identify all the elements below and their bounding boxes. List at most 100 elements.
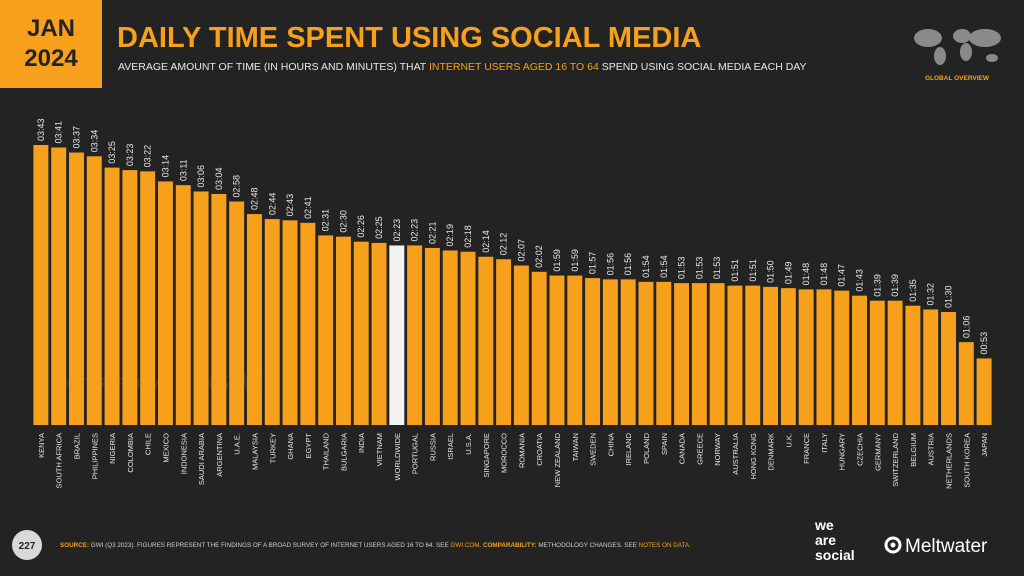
category-label: AUSTRALIA [731, 433, 740, 475]
value-label: 01:35 [908, 279, 918, 302]
category-label: SAUDI ARABIA [197, 433, 206, 485]
bar [442, 250, 458, 425]
category-label: SPAIN [660, 433, 669, 455]
value-label: 03:34 [89, 130, 99, 153]
value-label: 01:39 [872, 274, 882, 297]
bar [816, 289, 832, 425]
category-label: TAIWAN [571, 433, 580, 461]
value-label: 03:06 [196, 165, 206, 188]
category-label: EGYPT [304, 433, 313, 459]
category-label: GHANA [286, 433, 295, 460]
comparability-label: COMPARABILITY: [483, 542, 537, 549]
bar [798, 289, 814, 425]
comparability-text: METHODOLOGY CHANGES. SEE [538, 542, 637, 549]
value-label: 02:14 [481, 230, 491, 253]
category-label: ROMANIA [517, 433, 526, 468]
value-label: 03:11 [178, 159, 188, 181]
bar [727, 285, 743, 425]
value-label: 01:51 [748, 259, 758, 282]
bar [549, 275, 565, 425]
value-label: 02:31 [321, 209, 331, 232]
world-map-icon [914, 29, 1001, 65]
bar [905, 305, 921, 425]
value-label: 03:23 [125, 144, 135, 167]
value-label: 02:30 [338, 210, 348, 233]
category-label: VIETNAM [375, 433, 384, 466]
logo-text: Meltwater [905, 536, 988, 557]
value-label: 02:26 [356, 215, 366, 238]
category-label: SINGAPORE [482, 433, 491, 478]
bar [300, 222, 316, 425]
bar [567, 275, 583, 425]
bar [638, 281, 654, 425]
value-label: 02:58 [232, 175, 242, 198]
category-label: HONG KONG [749, 433, 758, 480]
logo-line: are [815, 532, 836, 548]
bar [193, 191, 209, 425]
notes-link[interactable]: NOTES ON DATA. [639, 542, 691, 549]
logo-line: social [815, 547, 855, 563]
bar [958, 342, 974, 425]
value-label: 01:59 [570, 249, 580, 272]
value-label: 01:57 [588, 252, 598, 275]
bar [620, 279, 636, 425]
value-label: 03:22 [143, 145, 153, 168]
category-label: NEW ZEALAND [553, 432, 562, 487]
page-circle [12, 530, 42, 560]
bar [157, 181, 173, 425]
value-label: 02:23 [392, 219, 402, 242]
value-label: 03:25 [107, 141, 117, 164]
bar [424, 247, 440, 425]
section-label: GLOBAL OVERVIEW [925, 75, 990, 82]
bar [763, 286, 779, 425]
bar [318, 235, 334, 425]
category-label: RUSSIA [428, 433, 437, 461]
value-label: 02:18 [463, 225, 473, 248]
bar [389, 245, 405, 425]
bar [585, 278, 601, 425]
category-label: SOUTH AFRICA [55, 433, 64, 488]
value-label: 01:54 [641, 255, 651, 278]
category-label: NETHERLANDS [945, 433, 954, 489]
category-label: U.K. [784, 433, 793, 448]
badge-year: 2024 [24, 45, 78, 72]
bar [122, 170, 138, 425]
value-label: 01:49 [783, 262, 793, 285]
bar [941, 311, 956, 425]
category-label: FRANCE [802, 433, 811, 464]
value-label: 02:02 [534, 245, 544, 268]
category-label: BRAZIL [72, 433, 81, 459]
value-label: 01:50 [766, 260, 776, 283]
date-badge [0, 0, 102, 88]
bar [923, 309, 939, 425]
category-label: INDONESIA [179, 433, 188, 474]
value-label: 01:48 [819, 263, 829, 286]
category-label: IRELAND [624, 432, 633, 465]
value-label: 01:53 [712, 257, 722, 280]
bar [674, 283, 690, 425]
value-label: 01:54 [659, 255, 669, 278]
source-link[interactable]: GWI.COM. [450, 542, 481, 549]
bar [460, 251, 476, 425]
bar [976, 358, 992, 425]
value-label: 01:47 [837, 264, 847, 287]
value-label: 01:53 [677, 257, 687, 280]
chart: 03:43 KENYA 03:41 SOUTH AFRICA 03:37 BRAZIL 03… [33, 118, 992, 489]
value-label: 01:39 [890, 274, 900, 297]
bar [407, 245, 423, 425]
logo-line: we [814, 517, 834, 533]
value-label: 01:43 [855, 269, 865, 292]
category-label: SOUTH KOREA [962, 433, 971, 488]
category-label: MOROCCO [500, 433, 509, 473]
value-label: 02:07 [516, 239, 526, 262]
value-label: 02:21 [427, 221, 437, 244]
bar [496, 259, 512, 425]
category-label: THAILAND [322, 432, 331, 470]
bar [887, 300, 903, 425]
subtitle-highlight: INTERNET USERS AGED 16 TO 64 [429, 61, 599, 73]
page-number: 227 [19, 541, 36, 552]
category-label: PHILIPPINES [90, 433, 99, 479]
category-label: MEXICO [161, 433, 170, 463]
value-label: 01:06 [961, 316, 971, 339]
